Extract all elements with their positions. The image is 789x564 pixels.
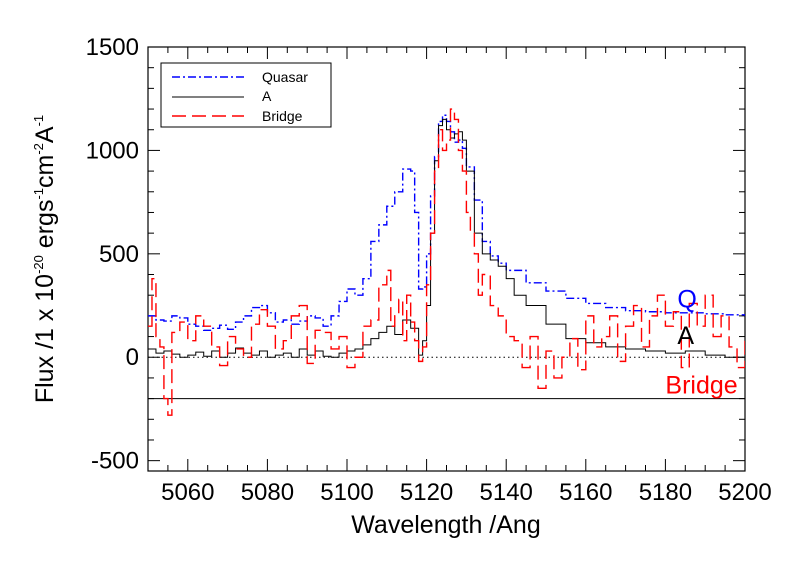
y-axis-title-sup: -1 bbox=[31, 188, 46, 200]
y-tick-label: 0 bbox=[126, 344, 139, 371]
series-bridge-line bbox=[148, 108, 745, 416]
x-tick-label: 5140 bbox=[480, 479, 533, 506]
x-tick-label: 5160 bbox=[559, 479, 612, 506]
y-axis-title-sup: -20 bbox=[31, 255, 46, 274]
y-axis-title: Flux /1 x 10-20 ergs-1cm-2A-1 bbox=[31, 115, 59, 403]
legend-label-bridge: Bridge bbox=[262, 108, 303, 124]
legend: Quasar A Bridge bbox=[160, 62, 332, 128]
x-tick-label: 5120 bbox=[400, 479, 453, 506]
x-axis-title: Wavelength /Ang bbox=[351, 511, 540, 539]
y-axis-title-part: A bbox=[31, 126, 59, 143]
y-tick-label: 1000 bbox=[86, 137, 139, 164]
annotation-q: Q bbox=[677, 286, 696, 314]
x-tick-label: 5180 bbox=[639, 479, 692, 506]
legend-label-a: A bbox=[262, 88, 272, 104]
y-axis-title-part: ergs bbox=[31, 200, 59, 256]
legend-box bbox=[160, 62, 332, 128]
annotation-bridge: Bridge bbox=[665, 371, 737, 399]
x-tick-label: 5100 bbox=[320, 479, 373, 506]
axis-ticks bbox=[148, 46, 746, 471]
x-tick-label: 5060 bbox=[161, 479, 214, 506]
x-tick-label: 5200 bbox=[718, 479, 771, 506]
series-quasar-line bbox=[148, 114, 745, 332]
y-axis-title-sup: -1 bbox=[31, 115, 46, 127]
y-tick-label: -500 bbox=[91, 448, 139, 475]
annotations: Q A Bridge bbox=[665, 286, 737, 400]
y-tick-label: 500 bbox=[99, 241, 139, 268]
y-tick-label: 1500 bbox=[86, 34, 139, 61]
legend-label-quasar: Quasar bbox=[262, 69, 308, 85]
annotation-a: A bbox=[677, 322, 694, 350]
x-tick-label: 5080 bbox=[241, 479, 294, 506]
data-series bbox=[148, 108, 745, 416]
y-axis-title-part: Flux /1 x 10 bbox=[31, 274, 59, 403]
reference-lines bbox=[148, 356, 745, 400]
series-a-line bbox=[148, 118, 745, 364]
y-axis-title-part: cm bbox=[31, 155, 59, 188]
axis-tick-labels: 5060 5080 5100 5120 5140 5160 5180 5200 -500 0 500… bbox=[86, 34, 772, 506]
y-axis-title-sup: -2 bbox=[31, 143, 46, 155]
